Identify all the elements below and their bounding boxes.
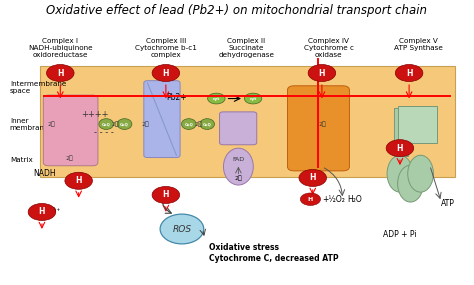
Ellipse shape [244,93,262,104]
Ellipse shape [387,155,413,192]
FancyBboxPatch shape [144,81,180,158]
Text: ATP: ATP [441,199,455,208]
Text: H: H [406,68,412,78]
Text: NADH: NADH [33,169,55,178]
Text: ++++: ++++ [81,110,109,119]
Text: H: H [163,68,169,78]
Circle shape [308,64,336,82]
FancyBboxPatch shape [43,95,98,166]
Ellipse shape [398,165,423,202]
FancyBboxPatch shape [288,86,349,171]
Text: CoQ: CoQ [102,122,110,126]
Circle shape [152,64,180,82]
Text: Oxidative effect of lead (Pb2+) on mitochondrial transport chain: Oxidative effect of lead (Pb2+) on mitoc… [46,3,428,17]
Text: H: H [39,207,45,217]
Ellipse shape [99,119,114,129]
Text: H: H [163,190,169,200]
Text: Complex I
NADH-ubiquinone
oxidoreductase: Complex I NADH-ubiquinone oxidoreductase [28,38,92,58]
Text: H: H [319,68,325,78]
Ellipse shape [208,93,225,104]
Text: 2ⓔ: 2ⓔ [65,155,73,161]
Text: 2ⓔ: 2ⓔ [47,121,55,127]
Text: H: H [308,197,313,202]
Text: H₂O: H₂O [347,195,362,204]
Text: FAD: FAD [232,157,245,162]
Text: ADP + Pi: ADP + Pi [383,230,417,239]
Ellipse shape [408,155,433,192]
Circle shape [28,203,56,221]
Text: cyt: cyt [213,97,220,101]
Text: 2: 2 [303,195,308,204]
Text: 2ⓔ: 2ⓔ [318,121,326,127]
FancyBboxPatch shape [219,112,257,145]
Ellipse shape [182,119,196,129]
Text: Pb2+: Pb2+ [166,93,186,102]
Text: Intermembrane
space: Intermembrane space [10,81,66,94]
Ellipse shape [160,214,204,244]
Circle shape [299,170,327,186]
Text: cyt: cyt [249,97,257,101]
Ellipse shape [223,148,253,185]
Circle shape [395,64,423,82]
Text: Complex II
Succinate
dehydrogenase: Complex II Succinate dehydrogenase [218,38,274,58]
Text: ROS: ROS [173,225,191,233]
FancyBboxPatch shape [40,66,455,176]
Text: 2ⓔ: 2ⓔ [194,121,202,127]
Text: +NAD⁺: +NAD⁺ [33,207,60,216]
Text: - - - -: - - - - [94,128,114,137]
Circle shape [152,186,180,203]
Circle shape [46,64,74,82]
Text: H: H [397,144,403,153]
Circle shape [386,140,414,157]
Text: Complex III
Cytochrome b-c1
complex: Complex III Cytochrome b-c1 complex [135,38,197,58]
Text: Inner
membrane: Inner membrane [10,118,49,131]
FancyBboxPatch shape [398,106,437,142]
Text: H: H [57,68,64,78]
Ellipse shape [200,119,215,129]
Circle shape [301,193,320,205]
Text: +½O₂: +½O₂ [322,195,345,204]
Text: Matrix: Matrix [10,156,33,162]
Text: 2ⓔ: 2ⓔ [141,121,149,127]
Text: Complex IV
Cytochrome c
oxidase: Complex IV Cytochrome c oxidase [304,38,354,58]
Text: 2ⓔ: 2ⓔ [111,121,119,127]
Text: CoQ: CoQ [184,122,193,126]
Text: Complex V
ATP Synthase: Complex V ATP Synthase [394,38,443,50]
Circle shape [65,172,92,189]
Text: CoQ: CoQ [120,122,129,126]
Text: 2ⓔ: 2ⓔ [235,175,242,181]
Text: Oxidative stress
Cytochrome C, decreased ATP: Oxidative stress Cytochrome C, decreased… [210,243,339,262]
Text: H: H [75,176,82,185]
Text: CoQ: CoQ [203,122,211,126]
Ellipse shape [117,119,132,129]
FancyBboxPatch shape [394,108,408,156]
Text: H: H [310,174,316,182]
